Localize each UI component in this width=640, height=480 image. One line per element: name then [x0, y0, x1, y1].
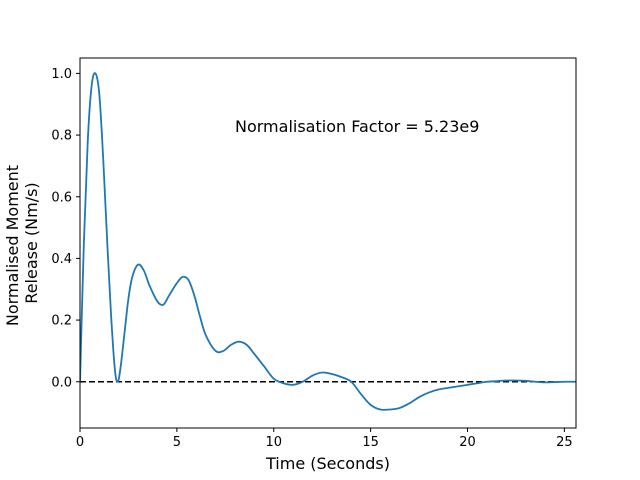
x-tick-label: 5 — [173, 435, 181, 450]
x-tick-label: 25 — [556, 435, 573, 450]
x-axis-label: Time (Seconds) — [265, 454, 390, 473]
y-axis-label: Normalised Moment Release (Nm/s) — [3, 160, 41, 326]
plot-area — [80, 72, 576, 411]
x-tick-label: 0 — [76, 435, 84, 450]
annotation-text: Normalisation Factor = 5.23e9 — [235, 117, 479, 136]
y-tick-label: 0.8 — [51, 129, 72, 144]
y-tick-label: 0.0 — [51, 375, 72, 390]
x-tick-label: 15 — [362, 435, 379, 450]
x-tick-label: 10 — [265, 435, 282, 450]
y-axis-label-line2: Release (Nm/s) — [22, 182, 41, 303]
y-tick-label: 0.2 — [51, 314, 72, 329]
y-tick-label: 1.0 — [51, 67, 72, 82]
y-axis-label-line1: Normalised Moment — [3, 165, 22, 326]
y-tick-label: 0.6 — [51, 190, 72, 205]
x-tick-label: 20 — [459, 435, 476, 450]
plot-frame — [79, 57, 577, 429]
y-tick-label: 0.4 — [51, 252, 72, 267]
ticks: 0 5 10 15 20 25 0.0 0.2 0.4 0.6 0.8 1.0 — [51, 67, 572, 450]
series-line-0 — [80, 72, 576, 411]
